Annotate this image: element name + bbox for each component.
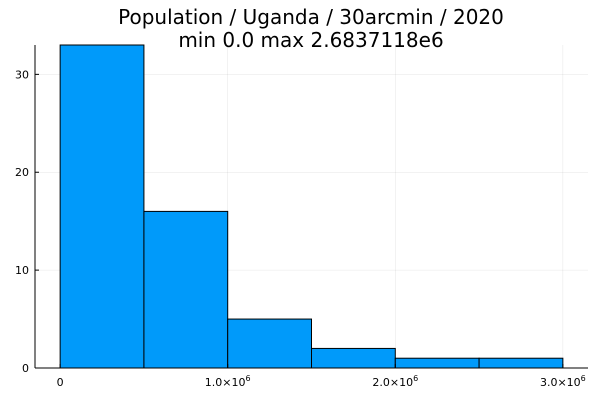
histogram-bar-4 bbox=[394, 357, 480, 369]
histogram-bar-0 bbox=[59, 44, 145, 369]
histogram-bar-3 bbox=[311, 347, 396, 369]
histogram-bar-2 bbox=[227, 318, 313, 369]
histogram-bar-1 bbox=[143, 210, 229, 369]
y-tick-labels: 0 10 20 30 bbox=[15, 68, 39, 375]
y-tick-label: 30 bbox=[15, 68, 29, 81]
x-tick-label: 2.0×106 bbox=[372, 374, 418, 389]
y-tick-label: 10 bbox=[15, 264, 29, 277]
axes bbox=[34, 45, 588, 369]
y-tick-label: 20 bbox=[15, 166, 29, 179]
chart-subtitle: min 0.0 max 2.6837118e6 bbox=[178, 28, 443, 52]
x-tick-label: 1.0×106 bbox=[205, 374, 251, 389]
x-tick-label: 3.0×106 bbox=[540, 374, 586, 389]
x-tick-labels: 0 1.0×106 2.0×106 3.0×106 bbox=[57, 364, 586, 389]
chart-title: Population / Uganda / 30arcmin / 2020 bbox=[118, 5, 504, 29]
y-tick-label: 0 bbox=[22, 362, 29, 375]
histogram-bar-5 bbox=[478, 357, 564, 369]
histogram-bars bbox=[59, 44, 564, 369]
x-tick-label: 0 bbox=[57, 376, 64, 389]
